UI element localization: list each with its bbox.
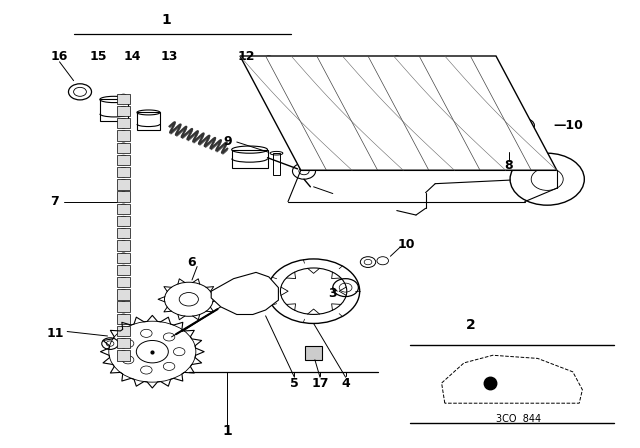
Text: 4: 4 [341,376,350,390]
Text: 11: 11 [47,327,65,340]
Text: 7: 7 [50,195,59,208]
Text: 9: 9 [223,134,232,148]
Circle shape [120,234,127,238]
Text: 1: 1 [222,424,232,438]
Bar [117,253,130,263]
Bar [117,191,130,202]
Circle shape [120,180,127,184]
Circle shape [120,302,127,306]
Text: 17: 17 [311,376,329,390]
Text: —10: —10 [554,119,584,132]
Bar [117,265,130,275]
Circle shape [120,350,127,355]
Circle shape [120,326,127,331]
Circle shape [120,228,127,233]
Circle shape [120,271,127,275]
Bar [137,112,160,130]
Circle shape [120,185,127,190]
Bar [117,155,130,165]
Circle shape [120,160,127,165]
Circle shape [120,112,127,116]
Bar [117,240,130,251]
Text: 14: 14 [124,49,141,63]
Circle shape [120,265,127,269]
Circle shape [120,136,127,141]
Circle shape [120,314,127,318]
Circle shape [120,204,127,208]
Circle shape [120,295,127,299]
Circle shape [120,143,127,147]
Circle shape [120,241,127,245]
Circle shape [120,344,127,348]
Circle shape [268,259,360,323]
Circle shape [120,356,127,360]
Text: 3: 3 [328,287,337,300]
Text: 8: 8 [504,159,513,172]
Circle shape [120,106,127,111]
Bar [117,118,130,129]
Bar [117,142,130,153]
Circle shape [120,338,127,343]
Bar [100,99,128,121]
Circle shape [120,148,127,153]
Bar [117,228,130,238]
Circle shape [120,307,127,311]
Text: 1: 1 [161,13,172,27]
Circle shape [120,258,127,263]
Text: 5: 5 [290,376,299,390]
Bar [117,130,130,141]
Bar [117,167,130,177]
Polygon shape [211,272,278,314]
Circle shape [120,246,127,250]
Circle shape [120,253,127,257]
Bar [117,216,130,226]
Text: 15: 15 [89,49,107,63]
Circle shape [120,173,127,177]
Circle shape [120,167,127,172]
Circle shape [120,197,127,202]
Circle shape [120,124,127,128]
Bar [117,204,130,214]
Circle shape [120,283,127,287]
Circle shape [120,222,127,226]
Bar [117,277,130,287]
Bar [117,289,130,300]
Circle shape [120,209,127,214]
Circle shape [120,155,127,159]
Circle shape [120,118,127,123]
Text: 2: 2 [465,318,476,332]
Circle shape [120,216,127,220]
Circle shape [120,99,127,104]
Text: 10: 10 [397,237,415,251]
Bar [117,350,130,361]
Circle shape [120,277,127,282]
Text: 16: 16 [51,49,68,63]
Bar [117,94,130,104]
Circle shape [120,130,127,135]
Bar [273,153,280,175]
Bar [117,179,130,190]
Bar [117,106,130,116]
Text: 3CO  844: 3CO 844 [496,414,541,424]
Polygon shape [240,56,557,170]
Bar [117,338,130,349]
Circle shape [120,289,127,294]
Text: 12: 12 [237,49,255,63]
Bar [117,326,130,336]
Circle shape [120,319,127,324]
Bar [501,125,510,152]
Circle shape [120,94,127,98]
Bar [117,302,130,312]
Circle shape [120,192,127,196]
Text: 13: 13 [161,49,179,63]
Circle shape [120,332,127,336]
Bar [232,150,268,168]
Bar [305,346,322,360]
Bar [117,314,130,324]
Text: 6: 6 [188,255,196,269]
